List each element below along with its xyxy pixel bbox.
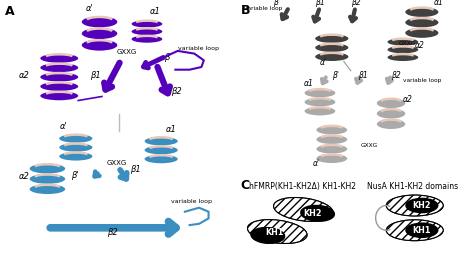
Ellipse shape [145,146,178,154]
Ellipse shape [132,35,162,43]
Text: KH1: KH1 [266,228,284,237]
Ellipse shape [82,16,118,27]
Ellipse shape [387,38,419,46]
Ellipse shape [315,34,348,43]
Text: α1: α1 [149,7,160,16]
Ellipse shape [377,109,405,118]
Text: β2: β2 [107,228,118,237]
Ellipse shape [316,144,347,154]
Text: β2: β2 [351,0,361,8]
Ellipse shape [273,198,333,221]
Ellipse shape [40,54,78,63]
Text: β1: β1 [315,0,325,8]
Text: α2: α2 [19,172,30,181]
Text: C: C [240,180,250,192]
Text: variable loop: variable loop [403,78,441,83]
Ellipse shape [300,205,335,222]
Text: variable loop: variable loop [244,6,283,10]
Text: KH2: KH2 [412,201,431,210]
Text: A: A [5,5,14,18]
Ellipse shape [250,227,285,244]
Text: β2: β2 [171,87,182,96]
Text: α2: α2 [19,71,30,80]
Text: GXXG: GXXG [107,160,127,166]
Ellipse shape [145,155,178,163]
Text: α': α' [59,122,67,131]
Text: GXXG: GXXG [360,143,377,148]
Ellipse shape [386,220,443,241]
Ellipse shape [29,174,65,184]
Ellipse shape [377,119,405,129]
Text: variable loop: variable loop [171,199,211,204]
Ellipse shape [386,195,443,216]
Ellipse shape [59,152,92,161]
Ellipse shape [405,222,438,238]
Ellipse shape [132,20,162,28]
Ellipse shape [405,28,438,38]
Text: NusA KH1-KH2 domains: NusA KH1-KH2 domains [367,182,458,191]
Text: B: B [240,4,250,17]
Text: β2: β2 [391,70,401,80]
Ellipse shape [405,198,438,213]
Ellipse shape [29,184,65,194]
Text: GXXG: GXXG [398,41,415,46]
Ellipse shape [40,63,78,72]
Ellipse shape [132,28,162,35]
Ellipse shape [40,82,78,91]
Ellipse shape [247,220,307,243]
Ellipse shape [387,54,419,61]
Text: variable loop: variable loop [178,46,219,51]
Text: KH1: KH1 [413,226,431,235]
Ellipse shape [59,134,92,143]
Text: β1: β1 [130,165,141,174]
Text: α2: α2 [403,95,413,104]
Ellipse shape [40,73,78,81]
Ellipse shape [304,98,336,106]
Ellipse shape [145,137,178,145]
Ellipse shape [387,46,419,53]
Text: α1: α1 [166,125,177,134]
Ellipse shape [82,40,118,51]
Text: hFMRP(KH1-KH2Δ) KH1-KH2: hFMRP(KH1-KH2Δ) KH1-KH2 [249,182,356,191]
Ellipse shape [40,91,78,100]
Text: α': α' [85,4,93,13]
Text: α': α' [320,58,327,67]
Text: β': β' [332,70,339,80]
Text: GXXG: GXXG [116,49,137,55]
Text: α1: α1 [303,79,313,88]
Ellipse shape [386,195,443,216]
Ellipse shape [315,43,348,52]
Text: α1: α1 [434,0,444,8]
Text: α': α' [313,159,320,168]
Text: β': β' [273,0,280,8]
Ellipse shape [315,52,348,61]
Text: β': β' [164,53,171,62]
Ellipse shape [304,107,336,116]
Ellipse shape [29,164,65,173]
Ellipse shape [304,89,336,97]
Text: β1: β1 [90,71,101,80]
Ellipse shape [59,143,92,152]
Ellipse shape [316,154,347,163]
Ellipse shape [316,125,347,135]
Ellipse shape [273,198,333,221]
Text: KH2: KH2 [303,209,322,218]
Ellipse shape [405,17,438,27]
Ellipse shape [405,7,438,17]
Text: β': β' [71,170,79,180]
Ellipse shape [316,135,347,144]
Ellipse shape [377,98,405,108]
Ellipse shape [247,220,307,243]
Text: α2: α2 [415,41,425,50]
Ellipse shape [386,220,443,241]
Ellipse shape [82,28,118,39]
Text: β1: β1 [358,70,368,80]
